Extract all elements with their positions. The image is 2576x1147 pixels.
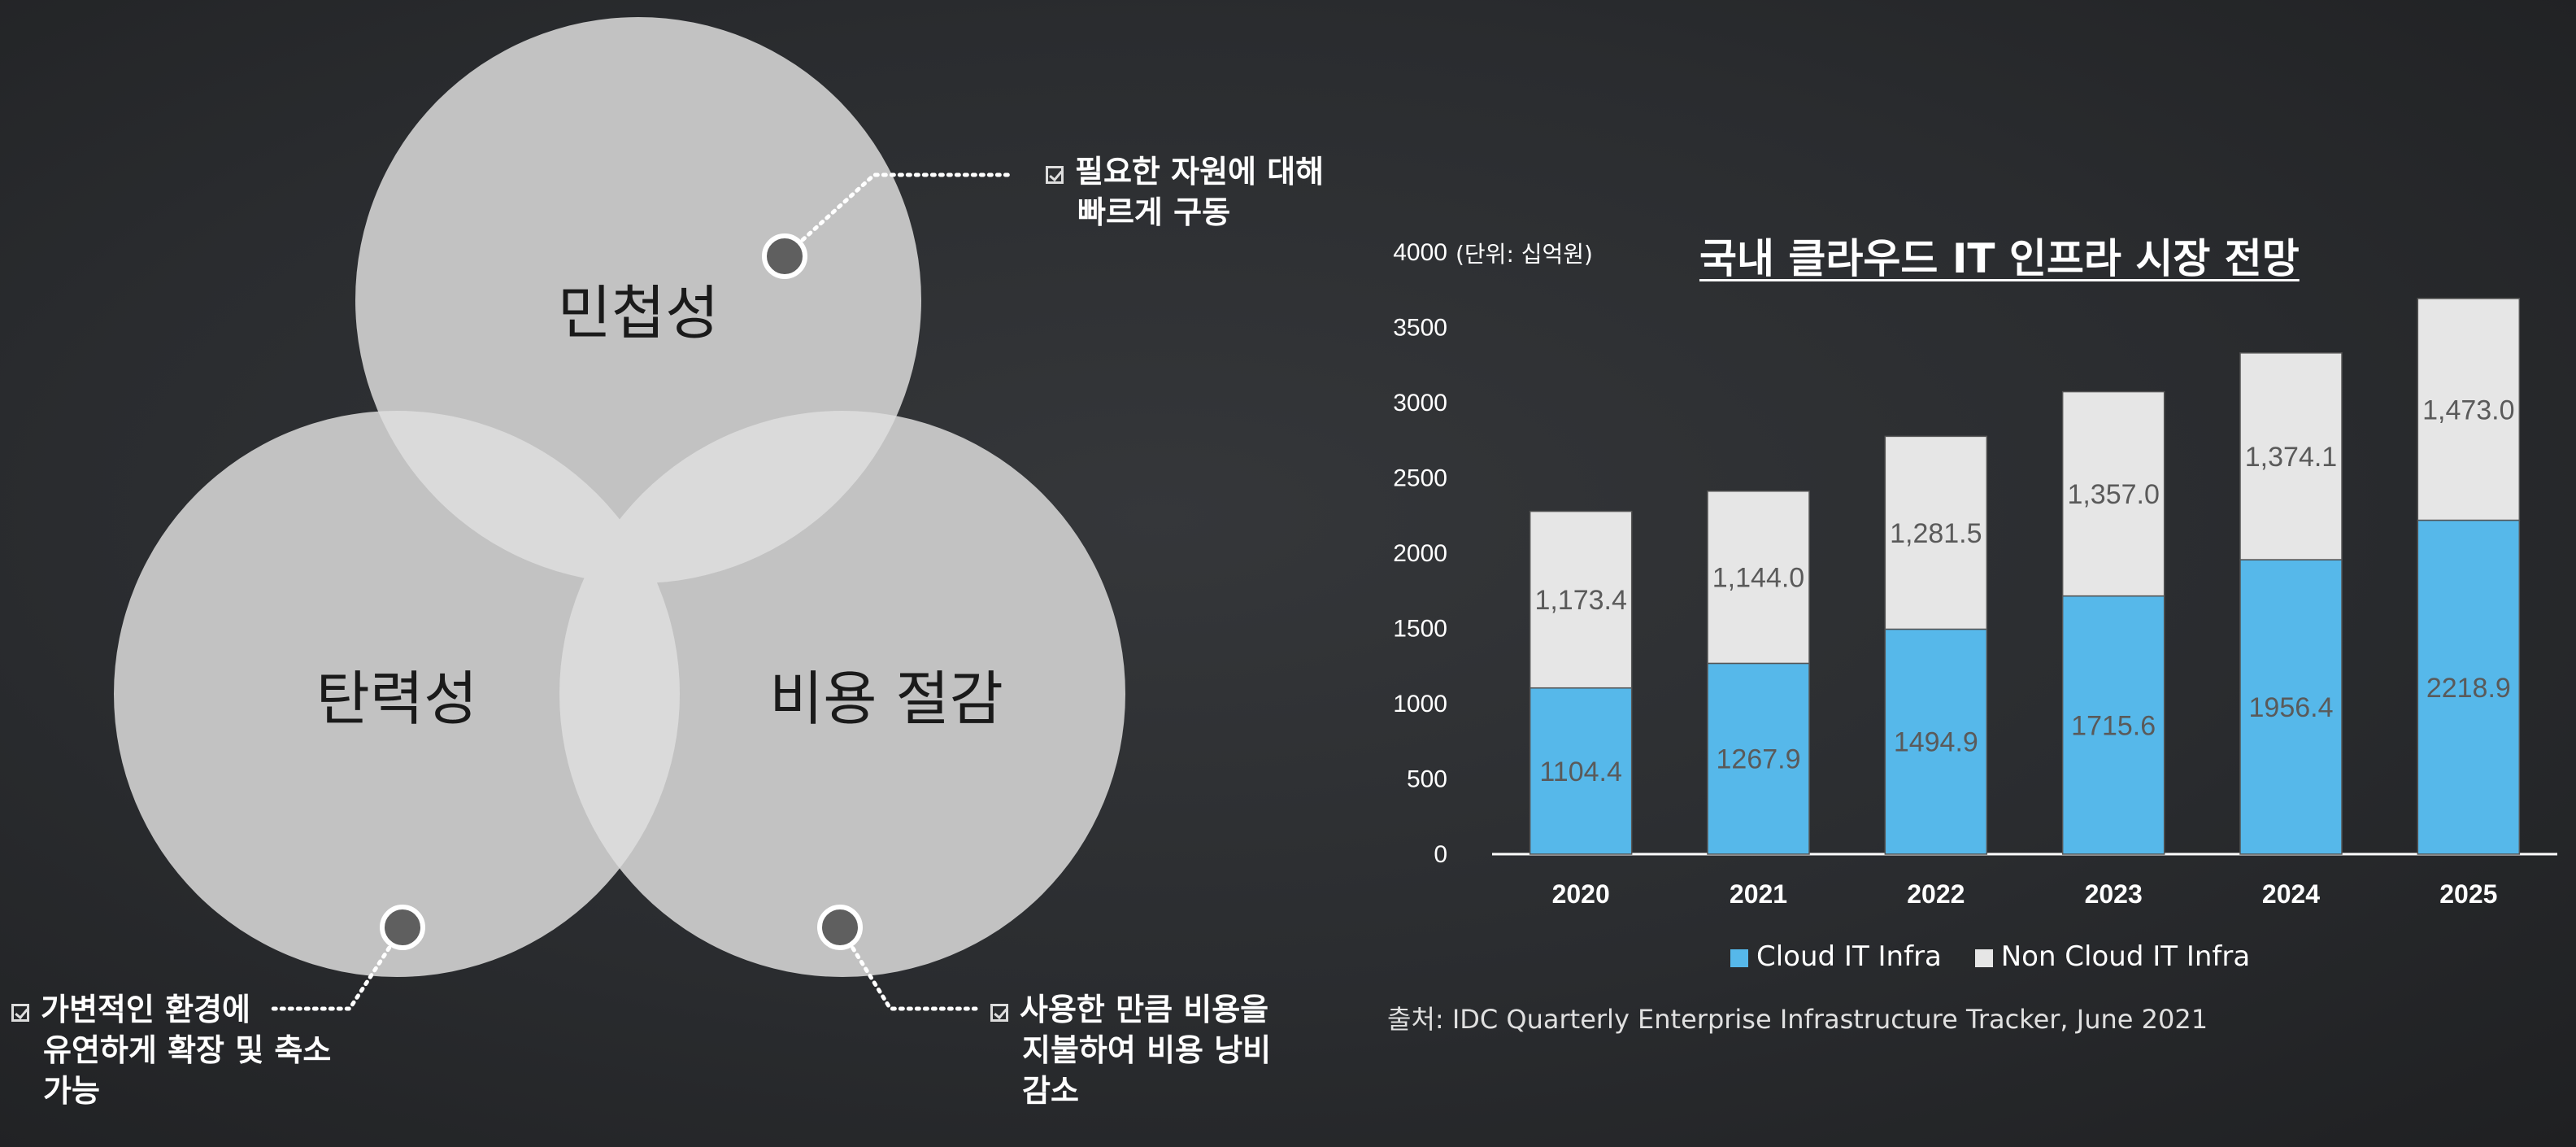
checkbox-icon — [990, 1004, 1008, 1022]
bar-cloud-2025 — [2417, 519, 2521, 855]
y-tick-label: 3500 — [1393, 315, 1447, 342]
legend-label-cloud: Cloud IT Infra — [1756, 940, 1942, 973]
legend-label-non-cloud: Non Cloud IT Infra — [2000, 940, 2251, 973]
venn-label-agility: 민첩성 — [558, 279, 720, 347]
data-label-non-cloud-2024: 1,374.1 — [2245, 442, 2337, 473]
legend: Cloud IT Infra Non Cloud IT Infra — [1730, 940, 2274, 973]
bar-cloud-2021 — [1707, 662, 1810, 855]
venn-label-cost: 비용 절감 — [769, 665, 1003, 733]
data-label-non-cloud-2020: 1,173.4 — [1534, 585, 1626, 616]
marker-agility — [762, 233, 807, 279]
bar-non-cloud-2024 — [2239, 352, 2343, 560]
bar-chart: (단위: 십억원) 0 500 1000 1500 2000 2500 3000 3500 40… — [1393, 239, 2557, 909]
legend-swatch-non-cloud — [1974, 949, 1993, 967]
bar-non-cloud-2021 — [1707, 491, 1810, 665]
data-label-cloud-2023: 1715.6 — [2071, 710, 2156, 741]
note-agility: 필요한 자원에 대해 빠르게 구동 — [1046, 151, 1324, 233]
y-tick-label: 4000 — [1393, 239, 1447, 266]
note-cost: 사용한 만큼 비용을 지불하여 비용 낭비 감소 — [990, 989, 1271, 1111]
data-label-non-cloud-2023: 1,357.0 — [2067, 479, 2159, 510]
note-elasticity-line-1: 가변적인 환경에 — [41, 992, 250, 1027]
chart-title: 국내 클라우드 IT 인프라 시장 전망 — [1699, 235, 2300, 282]
x-tick-label-2023: 2023 — [2085, 879, 2143, 909]
data-label-non-cloud-2021: 1,144.0 — [1712, 563, 1804, 594]
y-tick-label: 500 — [1407, 766, 1447, 793]
data-label-cloud-2024: 1956.4 — [2249, 692, 2334, 723]
marker-cost — [817, 905, 863, 950]
note-agility-line-2: 빠르게 구동 — [1077, 194, 1231, 230]
data-label-non-cloud-2025: 1,473.0 — [2422, 395, 2514, 425]
y-tick-label: 1500 — [1393, 616, 1447, 643]
source-note: 출처: IDC Quarterly Enterprise Infrastruct… — [1387, 1004, 2208, 1035]
note-cost-line-2: 지불하여 비용 낭비 — [1022, 1032, 1272, 1068]
y-tick-label: 1000 — [1393, 691, 1447, 717]
x-tick-label-2022: 2022 — [1907, 879, 1965, 909]
marker-elasticity — [380, 905, 425, 950]
y-tick-label: 2500 — [1393, 465, 1447, 492]
note-cost-line-1: 사용한 만큼 비용을 — [1020, 992, 1269, 1027]
connector-cost — [838, 925, 978, 1011]
bar-cloud-2022 — [1884, 628, 1988, 855]
x-tick-label-2021: 2021 — [1730, 879, 1787, 909]
data-label-cloud-2022: 1494.9 — [1894, 727, 1978, 758]
data-label-cloud-2020: 1104.4 — [1539, 757, 1621, 787]
bar-cloud-2020 — [1529, 687, 1633, 855]
note-elasticity-line-3: 가능 — [43, 1073, 100, 1109]
legend-swatch-cloud — [1730, 949, 1748, 967]
connector-elasticity — [266, 925, 405, 1011]
x-tick-label-2020: 2020 — [1552, 879, 1610, 909]
x-tick-label-2024: 2024 — [2262, 879, 2320, 909]
bar-cloud-2024 — [2239, 559, 2343, 855]
y-tick-label: 0 — [1434, 841, 1447, 868]
x-tick-label-2025: 2025 — [2439, 879, 2497, 909]
note-elasticity-line-2: 유연하게 확장 및 축소 — [43, 1032, 332, 1068]
data-label-cloud-2025: 2218.9 — [2426, 673, 2511, 704]
connector-agility — [782, 172, 1015, 259]
note-elasticity: 가변적인 환경에 유연하게 확장 및 축소 가능 — [11, 989, 331, 1111]
checkbox-icon — [11, 1004, 29, 1022]
bar-non-cloud-2025 — [2417, 298, 2521, 521]
note-cost-line-3: 감소 — [1022, 1073, 1079, 1109]
bar-non-cloud-2020 — [1529, 510, 1633, 689]
checkbox-icon — [1046, 166, 1064, 184]
unit-label: (단위: 십억원) — [1456, 241, 1593, 268]
venn-label-elasticity: 탄력성 — [316, 665, 478, 733]
y-tick-label: 2000 — [1393, 540, 1447, 567]
data-label-cloud-2021: 1267.9 — [1717, 744, 1801, 775]
bar-non-cloud-2022 — [1884, 435, 1988, 630]
bar-non-cloud-2023 — [2061, 390, 2165, 597]
note-agility-line-1: 필요한 자원에 대해 — [1075, 154, 1325, 190]
venn-diagram: 민첩성 탄력성 비용 절감 — [114, 17, 1125, 1011]
data-label-non-cloud-2022: 1,281.5 — [1890, 518, 1982, 549]
y-tick-label: 3000 — [1393, 390, 1447, 416]
